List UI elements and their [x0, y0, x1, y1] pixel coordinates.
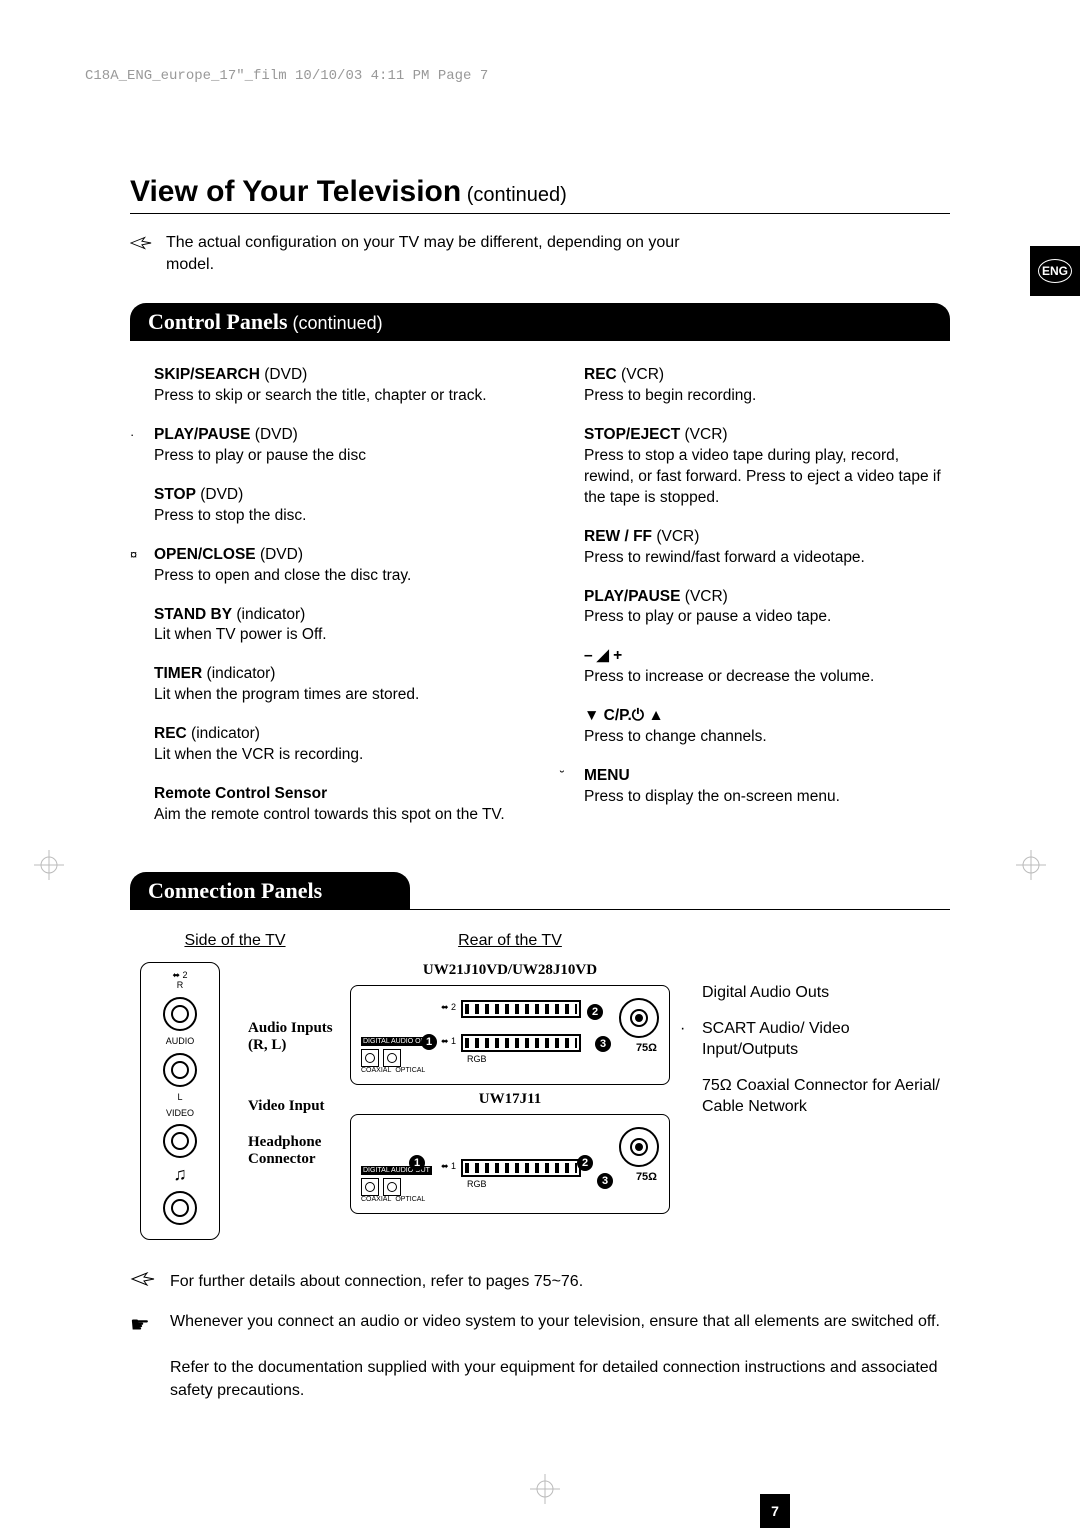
language-badge: ENG: [1030, 246, 1080, 296]
side-of-tv-label: Side of the TV: [130, 932, 340, 950]
crop-mark-icon: [34, 850, 64, 884]
rear-panel-diagram-2: ⬌ 1 RGB DIGITAL AUDIO OUT COAXIALOPTICAL…: [350, 1114, 670, 1214]
controls-grid: SKIP/SEARCH (DVD)Press to skip or search…: [130, 365, 950, 844]
model-label-2: UW17J11: [350, 1091, 670, 1108]
section-connection-panels: Connection Panels: [130, 872, 410, 910]
side-panel-diagram: ⬌ 2 R AUDIO L VIDEO ♫: [140, 962, 220, 1240]
controls-left-column: SKIP/SEARCH (DVD)Press to skip or search…: [130, 365, 520, 844]
crop-mark-icon: [1016, 850, 1046, 884]
model-label-1: UW21J10VD/UW28J10VD: [350, 962, 670, 979]
hand-icon: ☛: [130, 1312, 156, 1403]
connection-panels-row: Side of the TV ⬌ 2 R AUDIO L VIDEO ♫ Aud…: [130, 932, 950, 1240]
arrow-icon: [130, 236, 152, 250]
headphone-icon: ♫: [145, 1164, 215, 1185]
video-input-label: Video Input: [248, 1098, 325, 1115]
rear-of-tv-label: Rear of the TV: [350, 932, 670, 950]
note-text: The actual configuration on your TV may …: [166, 232, 726, 275]
section-control-panels: Control Panels (continued): [130, 303, 950, 341]
note-row: The actual configuration on your TV may …: [130, 232, 950, 275]
rear-panel-diagram-1: ⬌ 2 ⬌ 1 RGB DIGITAL AUDIO OUT COAXIALOPT…: [350, 985, 670, 1085]
page-number: 7: [760, 1494, 790, 1528]
headphone-connector-label: Headphone Connector: [248, 1134, 340, 1168]
footer-notes: For further details about connection, re…: [130, 1270, 950, 1402]
page-title: View of Your Television (continued): [130, 175, 950, 214]
page-content: View of Your Television (continued) The …: [130, 100, 950, 1418]
crop-mark-icon: [530, 1474, 560, 1508]
audio-inputs-label: Audio Inputs (R, L): [248, 1020, 340, 1054]
legend-column: Digital Audio Outs ·SCART Audio/ Video I…: [680, 932, 940, 1240]
controls-right-column: REC (VCR)Press to begin recording. STOP/…: [560, 365, 950, 844]
file-meta: C18A_ENG_europe_17"_film 10/10/03 4:11 P…: [85, 68, 488, 84]
arrow-icon: [130, 1272, 156, 1286]
